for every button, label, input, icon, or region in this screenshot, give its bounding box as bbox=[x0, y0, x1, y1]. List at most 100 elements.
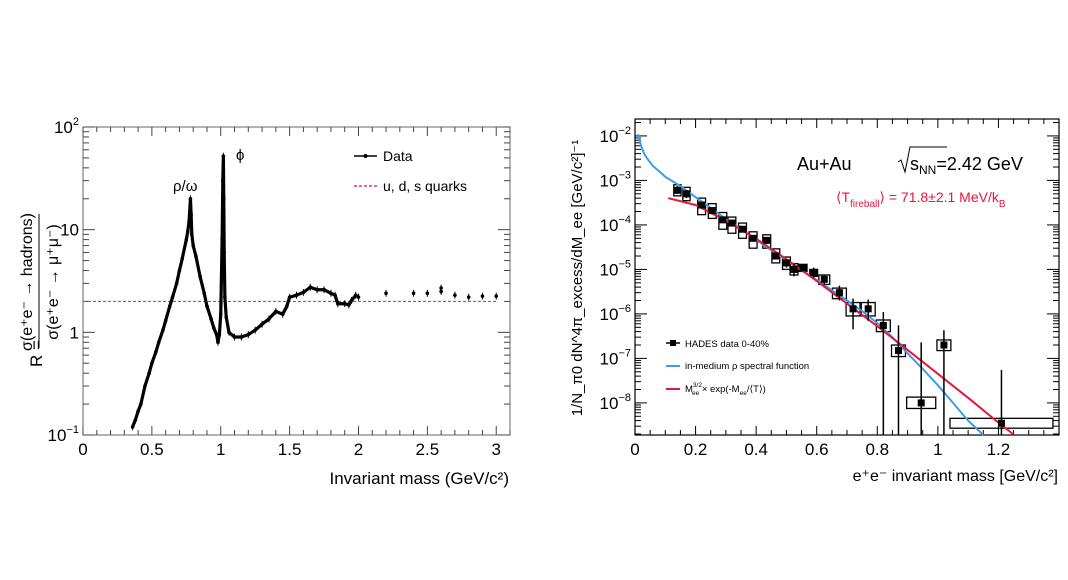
data-point bbox=[133, 418, 138, 422]
legend-quarks-label: u, d, s quarks bbox=[383, 178, 467, 194]
fit-curve bbox=[668, 197, 1015, 436]
hades-data-point bbox=[810, 269, 818, 277]
data-point bbox=[425, 291, 430, 296]
data-point bbox=[143, 384, 147, 388]
right-legend: HADES data 0-40% in-medium ρ spectral fu… bbox=[666, 339, 809, 397]
data-point bbox=[411, 291, 416, 296]
right-subtitle: ⟨Tfireball⟩ = 71.8±2.1 MeV/kB bbox=[836, 189, 1006, 210]
hades-data-point bbox=[682, 190, 690, 198]
data-point bbox=[184, 237, 189, 242]
data-point bbox=[194, 254, 198, 259]
left-y-tick-label: 10−1 bbox=[48, 424, 79, 445]
right-y-tick-label: 10−3 bbox=[600, 169, 631, 190]
right-x-tick-label: 0.8 bbox=[865, 440, 889, 459]
right-y-tick-label: 10−5 bbox=[600, 258, 631, 279]
left-x-tick-label: 1.5 bbox=[278, 440, 302, 459]
data-point bbox=[285, 304, 289, 308]
data-point bbox=[356, 295, 361, 299]
data-point bbox=[439, 286, 443, 290]
left-chart: 0 0.5 1 1.5 2 2.5 3 10−1 1 10 102 ρ/ω ϕ Data u, d,… bbox=[19, 116, 511, 488]
hades-data-point bbox=[749, 234, 757, 242]
data-point bbox=[267, 317, 271, 321]
right-y-tick-label: 10−4 bbox=[600, 214, 631, 235]
data-point bbox=[174, 281, 179, 286]
data-point bbox=[136, 409, 140, 414]
legend-data-label: Data bbox=[383, 148, 413, 164]
data-point bbox=[308, 285, 313, 290]
hades-data-point bbox=[864, 305, 872, 313]
left-y-axis-label: R = σ(e⁺e⁻ → hadrons) σ(e⁺e⁻ → μ⁺μ⁻) bbox=[19, 213, 62, 367]
svg-text:sNN=2.42 GeV: sNN=2.42 GeV bbox=[910, 154, 1023, 177]
right-x-axis-label: e⁺e⁻ invariant mass [GeV/c²] bbox=[853, 468, 1058, 485]
left-plot-frame bbox=[82, 126, 511, 436]
data-point bbox=[177, 268, 182, 273]
hades-data-point bbox=[673, 186, 681, 194]
data-point bbox=[232, 335, 237, 339]
data-point bbox=[239, 335, 244, 339]
data-point bbox=[353, 293, 358, 297]
data-point bbox=[191, 243, 195, 248]
data-point bbox=[260, 322, 264, 327]
data-point bbox=[202, 291, 207, 296]
right-y-axis-label: 1/N_π0 dN^4π_excess/dM_ee [GeV/c²]⁻¹ bbox=[569, 140, 586, 417]
hades-systematic-box bbox=[737, 222, 748, 239]
hades-data-point bbox=[719, 216, 727, 224]
left-y-tick-label: 10 bbox=[60, 221, 79, 240]
data-point bbox=[315, 287, 319, 292]
right-y-tick-label: 10−2 bbox=[600, 125, 631, 146]
hades-data-point bbox=[835, 289, 843, 297]
data-point bbox=[221, 178, 225, 183]
annotation-phi: ϕ bbox=[236, 147, 244, 164]
data-point bbox=[347, 303, 351, 307]
legend-data-marker bbox=[363, 154, 368, 158]
hades-data-point bbox=[698, 201, 706, 209]
right-x-tick-label: 0.2 bbox=[684, 440, 708, 459]
data-point bbox=[220, 237, 224, 242]
left-x-tick-label: 1 bbox=[216, 440, 225, 459]
data-point bbox=[154, 349, 158, 354]
left-x-tick-label: 0 bbox=[78, 440, 87, 459]
data-point bbox=[333, 293, 337, 297]
data-point bbox=[322, 287, 326, 292]
right-x-tick-label: 1 bbox=[933, 440, 942, 459]
data-point bbox=[217, 332, 222, 337]
right-y-tick-label: 10−6 bbox=[600, 303, 631, 324]
data-point bbox=[221, 196, 226, 201]
right-x-tick-label: 1.2 bbox=[987, 440, 1011, 459]
data-point bbox=[224, 315, 229, 320]
left-x-tick-label: 3 bbox=[491, 440, 500, 459]
hades-data-point bbox=[894, 347, 902, 355]
right-y-tick-label: 10−7 bbox=[600, 347, 631, 368]
data-point bbox=[253, 328, 257, 332]
right-x-tick-label: 0.4 bbox=[744, 440, 768, 459]
data-point bbox=[222, 250, 226, 255]
left-y-tick-label: 102 bbox=[54, 116, 79, 137]
data-point bbox=[274, 309, 278, 314]
hades-data-point bbox=[997, 419, 1005, 427]
data-point bbox=[287, 295, 292, 299]
data-point bbox=[280, 312, 285, 317]
data-point bbox=[214, 332, 219, 337]
annotation-rho-omega: ρ/ω bbox=[173, 178, 198, 195]
hades-data-point bbox=[849, 305, 857, 313]
data-point bbox=[384, 291, 388, 296]
hades-data-point bbox=[763, 236, 771, 244]
legend-fit-label: M3/2 ee × exp(-Mee/⟨T⟩) bbox=[685, 382, 766, 397]
hades-data-point bbox=[708, 207, 716, 215]
left-x-axis-label: Invariant mass (GeV/c²) bbox=[330, 469, 510, 488]
right-title: Au+Au sNN=2.42 GeV bbox=[797, 146, 1023, 177]
left-x-tick-label: 2.5 bbox=[416, 440, 440, 459]
data-point bbox=[212, 326, 216, 330]
right-chart: 0 0.2 0.4 0.6 0.8 1 1.2 10−8 10−7 10−6 10−5 10−4 10−… bbox=[569, 118, 1060, 485]
right-x-tick-label: 0 bbox=[630, 440, 639, 459]
data-point bbox=[198, 274, 202, 279]
data-point bbox=[349, 298, 354, 303]
hades-data-point bbox=[739, 225, 747, 233]
data-point bbox=[480, 294, 485, 298]
data-point bbox=[342, 301, 347, 306]
data-point bbox=[218, 312, 223, 317]
data-point bbox=[205, 304, 209, 308]
data-point bbox=[221, 154, 226, 158]
data-point bbox=[294, 293, 299, 297]
